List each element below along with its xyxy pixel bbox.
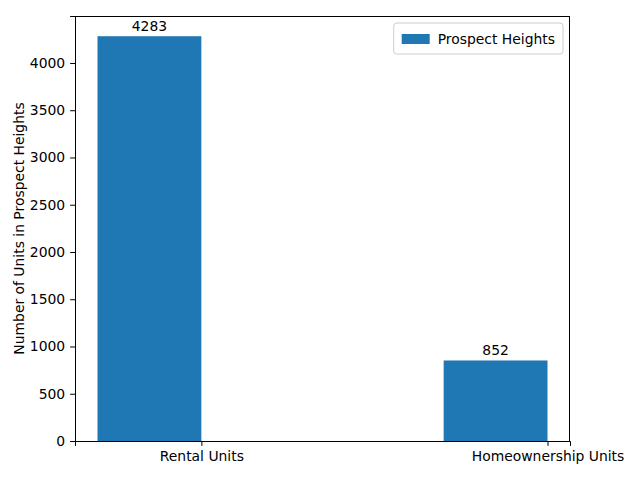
legend-swatch	[402, 34, 430, 44]
tick-label: 1000	[30, 338, 65, 354]
tick-mark	[70, 110, 75, 111]
tick: 4000	[30, 55, 75, 71]
bar	[444, 360, 548, 441]
y-axis: 0 500 1000 1500 2000 2500 3000 3500 4000	[30, 17, 76, 449]
tick-label: 3500	[30, 102, 65, 118]
tick-label: Rental Units	[160, 448, 244, 464]
tick-mark	[70, 205, 75, 206]
tick-label: 2000	[30, 244, 65, 260]
tick-mark	[70, 441, 75, 442]
tick: 3000	[30, 149, 75, 165]
tick-label: 4000	[30, 55, 65, 71]
bars	[98, 36, 548, 441]
tick: 0	[56, 433, 75, 449]
tick-label: 0	[56, 433, 65, 449]
legend-box	[394, 23, 563, 54]
tick: 1500	[30, 291, 75, 307]
tick-label: 2500	[30, 197, 65, 213]
tick: 2500	[30, 197, 75, 213]
data-label: 852	[482, 342, 509, 358]
bar	[98, 36, 202, 441]
tick: Homeownership Units	[472, 441, 625, 464]
tick-mark	[201, 441, 202, 446]
frame	[75, 16, 570, 17]
tick-mark	[70, 157, 75, 158]
axis-title: Number of Units in Prospect Heights	[11, 102, 27, 354]
axis-line	[70, 17, 75, 442]
tick-mark	[70, 394, 75, 395]
legend-label: Prospect Heights	[438, 31, 555, 47]
tick-label: 1500	[30, 291, 65, 307]
axis-line	[76, 442, 571, 446]
tick: 500	[39, 386, 75, 402]
tick-mark	[70, 346, 75, 347]
tick-label: 500	[39, 386, 66, 402]
tick-mark	[70, 63, 75, 64]
data-label: 4283	[132, 18, 167, 34]
tick: Rental Units	[160, 441, 244, 464]
tick: 3500	[30, 102, 75, 118]
frame	[569, 16, 570, 441]
tick: 1000	[30, 338, 75, 354]
tick-mark	[70, 299, 75, 300]
tick-label: Homeownership Units	[472, 448, 625, 464]
tick-mark	[70, 252, 75, 253]
tick-mark	[548, 441, 549, 446]
x-axis: Rental Units Homeownership Units	[76, 441, 625, 464]
legend: Prospect Heights	[394, 23, 563, 54]
tick-label: 3000	[30, 149, 65, 165]
tick: 2000	[30, 244, 75, 260]
chart: 4283 852 0 500 1000 1500 2000 2500 3000 3500 4000 R…	[0, 0, 640, 480]
plot: 4283 852 0 500 1000 1500 2000 2500 3000 3500 4000 R…	[30, 16, 624, 464]
